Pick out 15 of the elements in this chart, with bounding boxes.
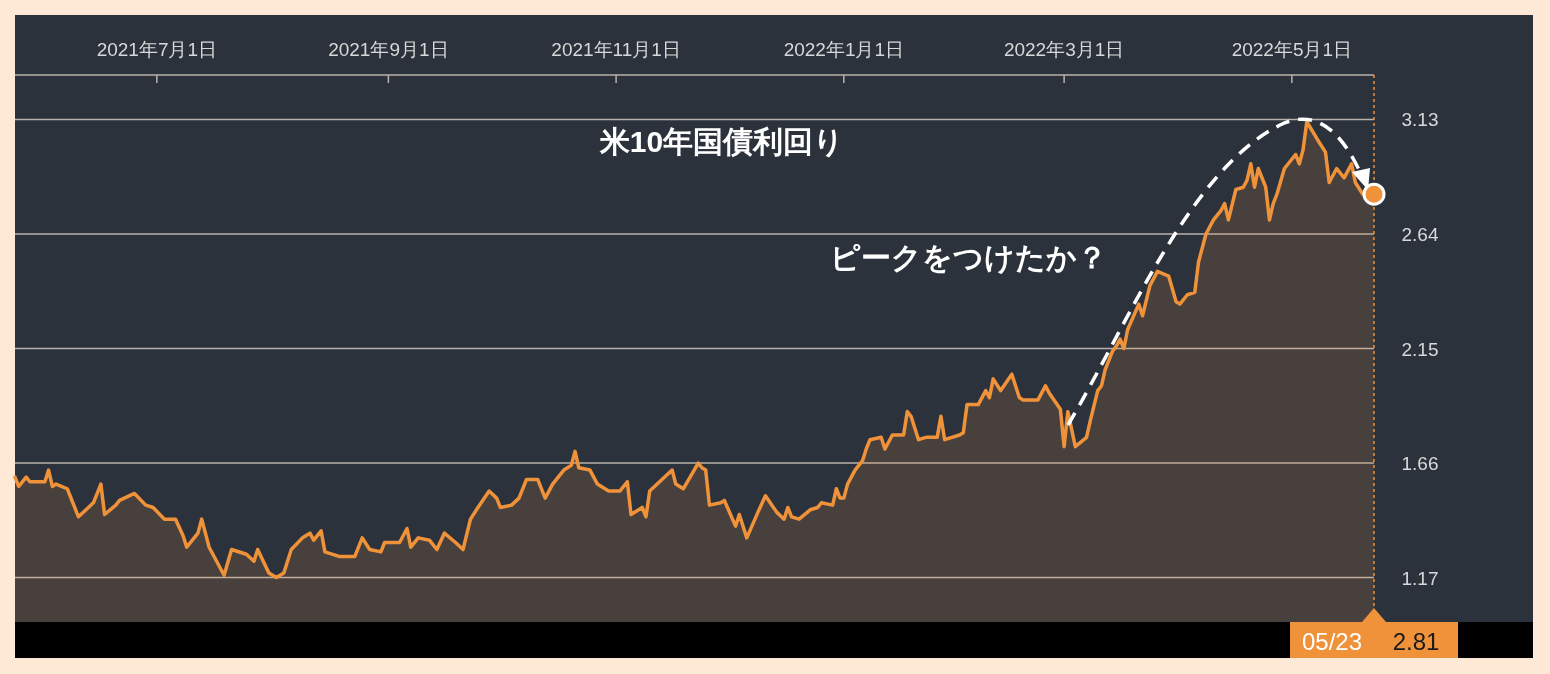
- annotation: ピークをつけたか？: [830, 241, 1107, 275]
- x-tick-label: 2022年5月1日: [1231, 39, 1353, 60]
- x-tick-label: 2021年11月1日: [551, 39, 681, 60]
- y-tick-label: 3.13: [1401, 109, 1439, 131]
- x-tick-label: 2021年9月1日: [328, 39, 449, 60]
- annotation: 05/23: [1301, 628, 1363, 655]
- text: 2.81: [1392, 628, 1440, 655]
- y-tick-label: 1.66: [1401, 453, 1439, 475]
- x-tick-label: 2021年7月1日: [96, 39, 218, 60]
- text: 米10年国債利回り: [598, 125, 845, 158]
- x-tick-label: 2022年1月1日: [783, 39, 905, 60]
- y-tick-label: 1.17: [1401, 567, 1439, 589]
- y-tick-label: 2.15: [1401, 338, 1439, 360]
- y-tick-label: 2.64: [1401, 223, 1439, 245]
- x-tick-label: 2022年3月1日: [1003, 39, 1125, 60]
